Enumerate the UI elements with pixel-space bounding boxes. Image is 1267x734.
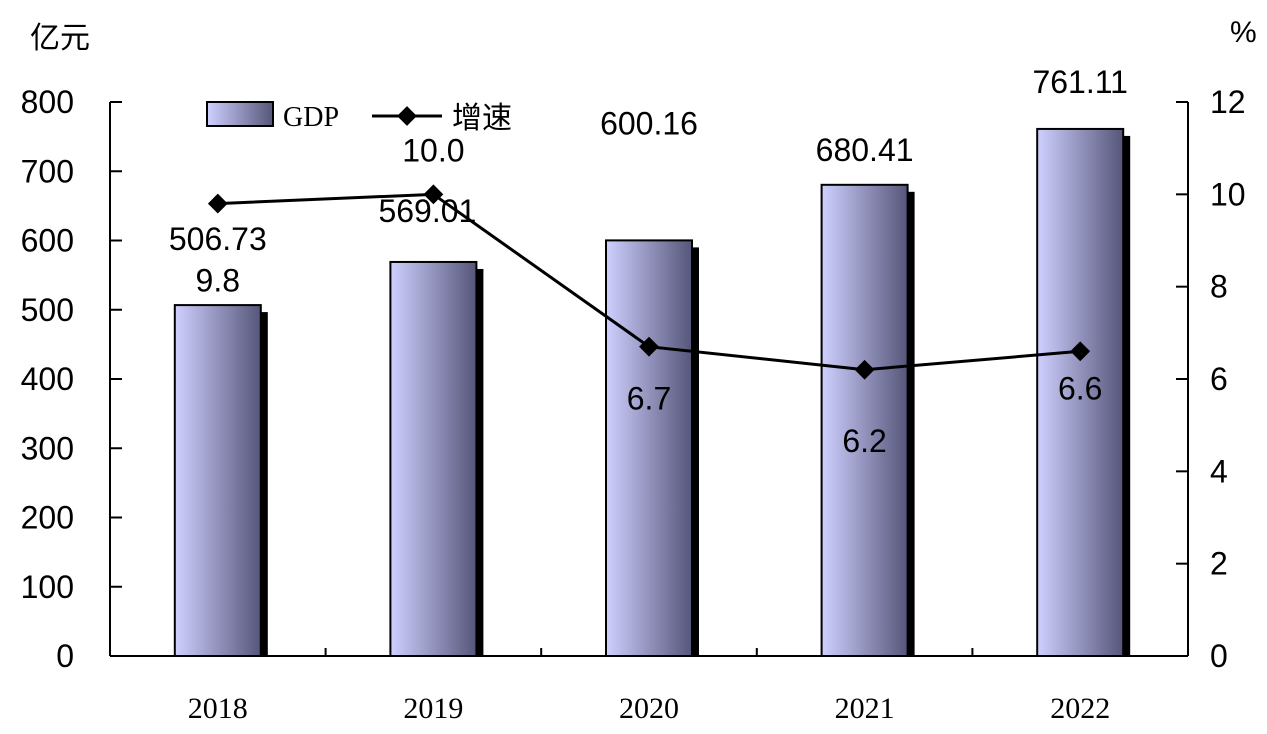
growth-line-layer [207,184,1091,380]
left-axis-tick-label: 600 [21,223,74,259]
legend-growth-label: 增速 [452,102,512,135]
bar [820,183,909,657]
bars-layer [173,127,1131,658]
bar-value-label: 600.16 [600,105,698,141]
bar-value-label: 569.01 [378,193,476,229]
right-axis-tick-label: 12 [1210,84,1246,120]
legend: GDP 增速 [206,101,512,135]
bar-value-label: 506.73 [169,221,267,257]
bar [389,260,478,657]
x-axis-tick-label: 2022 [1050,692,1110,725]
bar [173,304,262,657]
bar [605,239,693,658]
growth-marker [207,193,228,214]
growth-value-label: 9.8 [196,263,240,299]
left-axis-tick-label: 200 [21,500,74,536]
data-labels-layer: 506.73 569.01 600.16 680.41 761.11 9.8 10.0 6.7… [169,64,1128,459]
growth-value-label: 6.7 [627,381,671,417]
left-axis-tick-label: 800 [21,84,74,120]
right-axis-unit: % [1230,16,1257,49]
x-axis-tick-label: 2021 [835,692,895,725]
x-axis-tick-label: 2018 [188,692,248,725]
growth-value-label: 10.0 [402,132,464,168]
growth-marker [423,184,444,205]
x-axis-tick-label: 2020 [619,692,679,725]
growth-value-label: 6.6 [1058,370,1102,406]
legend-gdp-label: GDP [283,102,339,133]
left-axis-tick-label: 300 [21,430,74,466]
legend-gdp-swatch [206,101,274,127]
right-axis-tick-label: 4 [1210,453,1228,489]
right-axis-tick-label: 6 [1210,361,1228,397]
growth-value-label: 6.2 [842,423,886,459]
left-axis-tick-label: 100 [21,569,74,605]
right-axis-tick-label: 10 [1210,176,1246,212]
left-axis-unit: 亿元 [30,22,90,55]
left-axis-tick-label: 400 [21,361,74,397]
growth-marker [639,336,659,357]
right-axis-tick-label: 8 [1210,269,1228,305]
right-axis-tick-label: 2 [1210,546,1228,582]
growth-marker [1070,341,1091,362]
bar-value-label: 761.11 [1032,64,1128,100]
growth-marker [854,359,875,380]
right-axis-tick-label: 0 [1210,638,1228,674]
left-axis-tick-label: 700 [21,153,74,189]
left-axis-tick-label: 500 [21,292,74,328]
bar-value-label: 680.41 [816,132,914,168]
left-axis-tick-label: 0 [56,638,74,674]
legend-growth-marker [397,106,417,126]
axes-layer: 0 100 200 300 400 500 600 700 800 0 2 4 6 8 10 12 2018 20… [21,84,1246,725]
x-axis-tick-label: 2019 [403,692,463,725]
